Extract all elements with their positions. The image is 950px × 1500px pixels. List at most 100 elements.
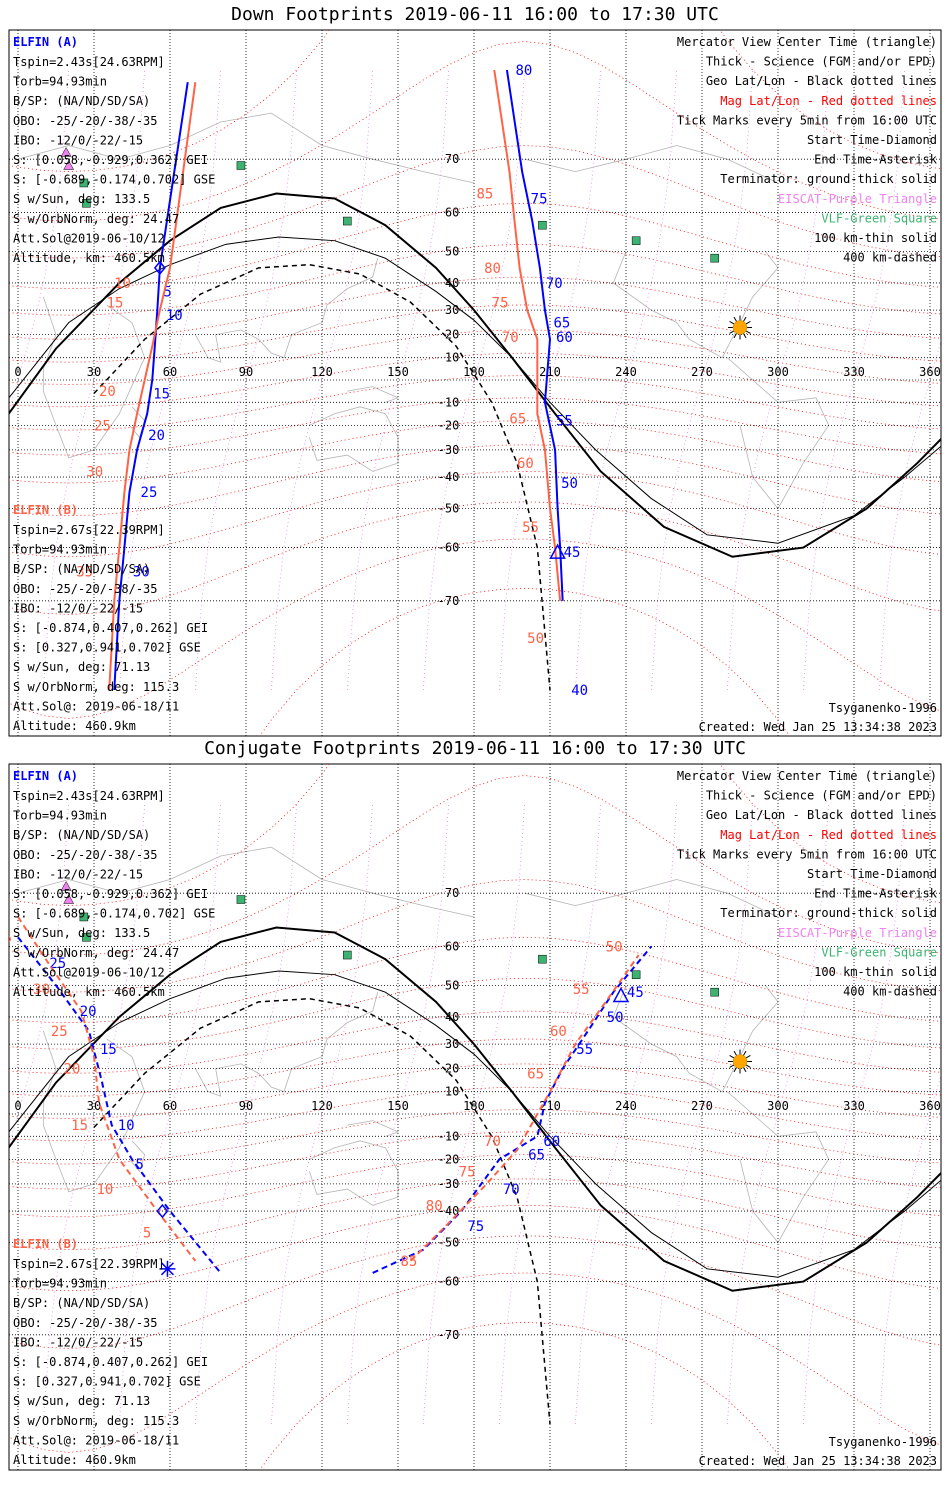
elfin-a-tick-label: 70: [546, 276, 563, 292]
elfin-b-tick-label: 60: [517, 456, 534, 472]
mag-longitude-line: [42, 69, 146, 691]
elfin-a-info-line: S w/Sun, deg: 133.5: [13, 926, 150, 940]
vlf-station-marker: [343, 950, 352, 960]
plot-inner: 0 30 60 90 120 150 180 210 240 270 300 330 360 70 60 50…: [9, 30, 941, 736]
y-tick-label: -50: [438, 1236, 460, 1250]
x-tick-label: 150: [387, 1099, 409, 1113]
elfin-b-tick-label: 65: [509, 411, 526, 427]
legend-entry: 100 km-thin solid: [814, 965, 937, 979]
eiscat-station-marker: [60, 881, 72, 891]
elfin-b-footprint-track: [493, 69, 562, 601]
vlf-station-marker: [710, 987, 719, 997]
mag-latitude-line: [9, 41, 941, 222]
elfin-b-info-line: S: [-0.874,0.407,0.262] GEI: [13, 1355, 208, 1369]
mag-longitude-line: [726, 803, 830, 1425]
mag-longitude-line: [574, 803, 678, 1425]
down-footprints-map: 0 30 60 90 120 150 180 210 240 270 300 330 360 70 60 50…: [8, 29, 942, 737]
elfin-a-tick-label: 50: [561, 476, 578, 492]
x-tick-label: 180: [463, 365, 485, 379]
mag-longitude-line: [802, 803, 906, 1425]
mag-latitude-line: [9, 1178, 941, 1251]
y-tick-label: 50: [445, 978, 459, 992]
sun-ray: [733, 1067, 737, 1073]
y-tick-label: 40: [445, 1010, 459, 1024]
y-tick-label: 70: [445, 152, 459, 166]
vlf-station-marker: [236, 895, 246, 904]
start-time-diamond: [153, 260, 166, 276]
coastline: [42, 1030, 146, 1193]
y-tick-label: -20: [438, 1152, 460, 1166]
x-tick-label: 330: [843, 365, 865, 379]
mag-longitude-line: [346, 69, 450, 691]
sun-ray: [733, 333, 737, 339]
x-tick-label: 60: [163, 365, 177, 379]
elfin-a-header: ELFIN (A): [13, 769, 78, 783]
mag-latitude-line: [9, 775, 941, 956]
plot-frame: [8, 29, 942, 737]
legend-entry: Start Time-Diamond: [807, 867, 937, 881]
elfin-a-tick-label: 55: [576, 1042, 593, 1058]
plot-area: 0 30 60 90 120 150 180 210 240 270 300 330 360706050…: [0, 763, 942, 1471]
elfin-b-tick-label: 55: [522, 520, 539, 536]
elfin-a-info-line: OBO: -25/-20/-38/-35: [13, 848, 158, 862]
elfin-b-tick-label: 15: [107, 295, 124, 311]
elfin-a-tick-label: 20: [80, 1004, 97, 1020]
x-tick-label: 0: [14, 365, 21, 379]
elfin-a-info-line: S: [0.058,-0.929,0.362] GEI: [13, 887, 208, 901]
elfin-b-info-line: Att.Sol@: 2019-06-18/11: [13, 1433, 179, 1447]
elfin-b-tick-label: 15: [71, 1118, 88, 1134]
x-tick-label: 60: [163, 1099, 177, 1113]
elfin-a-info-line: Altitude, km: 460.5km: [13, 251, 165, 265]
terminator-400km: [93, 997, 551, 1425]
mag-longitude-line: [498, 69, 602, 691]
elfin-a-tick-label: 25: [141, 485, 158, 501]
mag-longitude-line: [650, 69, 754, 691]
elfin-a-tick-label: 10: [118, 1118, 135, 1134]
elfin-b-header: ELFIN (B): [13, 503, 78, 517]
elfin-b-tick-label: 35: [0, 930, 12, 946]
vlf-station-marker: [79, 912, 89, 922]
x-tick-label: 240: [615, 365, 637, 379]
legend-entry: 400 km-dashed: [843, 251, 937, 265]
x-tick-label: 120: [311, 1099, 333, 1113]
elfin-b-tick-label: 85: [476, 186, 493, 202]
elfin-a-info-line: S: [0.058,-0.929,0.362] GEI: [13, 153, 208, 167]
end-time-asterisk: [159, 1260, 176, 1277]
legend-entry: VLF-Green Square: [821, 211, 937, 225]
panel-title-down: Down Footprints 2019-06-11 16:00 to 17:3…: [231, 4, 719, 25]
elfin-b-info-line: S w/Sun, deg: 71.13: [13, 1394, 150, 1408]
elfin-b-footprint-track: [17, 916, 197, 1262]
mag-longitude-line: [498, 803, 602, 1425]
vlf-station-marker: [82, 199, 91, 208]
elfin-b-tick-label: 75: [492, 295, 509, 311]
geo-grid: [9, 764, 941, 1470]
x-tick-label: 30: [87, 1099, 101, 1113]
coastline: [42, 296, 146, 459]
legend-entry: Start Time-Diamond: [807, 133, 937, 147]
mag-meridians: [9, 69, 941, 691]
elfin-a-info-line: S w/OrbNorm, deg: 24.47: [13, 212, 179, 226]
coastline: [347, 386, 400, 403]
y-tick-label: -10: [438, 1129, 460, 1143]
sun-ray: [745, 1055, 751, 1059]
y-tick-label: -50: [438, 502, 460, 516]
sun-ray: [745, 321, 751, 325]
elfin-b-tick-label: 5: [143, 1226, 151, 1242]
elfin-b-info-line: Torb=94.93min: [13, 1277, 107, 1291]
y-tick-label: -70: [438, 594, 460, 608]
mag-longitude-line: [574, 69, 678, 691]
y-tick-label: 50: [445, 244, 459, 258]
elfin-b-tick-label: 50: [527, 631, 544, 647]
mag-longitude-line: [9, 803, 70, 1148]
mag-latitude-line: [9, 145, 941, 259]
vlf-station-marker: [236, 161, 246, 170]
y-tick-label: -70: [438, 1328, 460, 1342]
created-timestamp: Created: Wed Jan 25 13:34:38 2023: [699, 720, 937, 734]
terminator-400km: [93, 263, 551, 691]
x-tick-label: 270: [691, 1099, 713, 1113]
sun-ray: [743, 316, 747, 322]
terminator-100km: [9, 970, 941, 1278]
center-time-triangle: [549, 543, 566, 559]
elfin-b-tick-label: 65: [527, 1066, 544, 1082]
x-tick-label: 330: [843, 1099, 865, 1113]
